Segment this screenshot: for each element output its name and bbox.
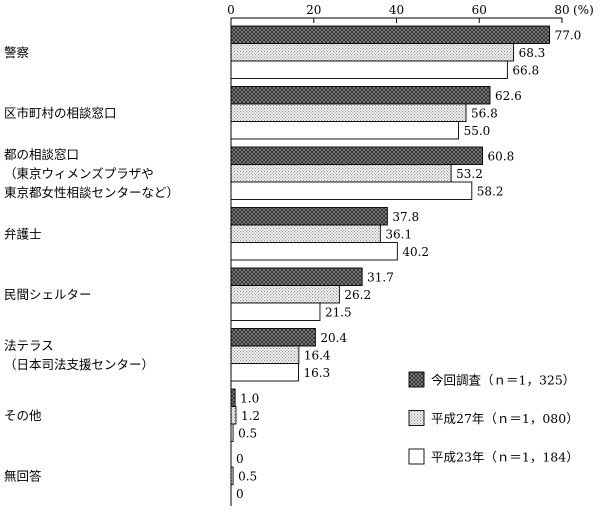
bar-value-label: 20.4 [320,331,347,345]
axis-group: 0 20 40 60 80 (%) [227,3,594,506]
bar-value-label: 16.4 [304,348,331,362]
legend-group: 今回調査（ｎ＝1，325） 平成27年（ｎ＝1，080） 平成23年（ｎ＝1，184… [408,371,579,465]
bar-value-label: 56.8 [471,106,498,120]
bar-value-label: 26.2 [344,288,371,302]
x-tick-label: 20 [306,3,321,17]
bar [230,121,460,140]
category-label: その他 [4,408,42,423]
bar-value-label: 55.0 [464,124,491,138]
bar-value-label: 53.2 [456,167,483,181]
bar-value-label: 16.3 [303,366,330,380]
bar [230,60,508,79]
bar [230,207,388,226]
legend-label: 平成27年（ｎ＝1，080） [431,411,579,426]
x-tick-label: 0 [227,3,235,17]
category-label: 弁護士 [4,226,42,241]
category-label: （日本司法支援センター） [4,357,154,372]
category-label: 東京都女性相談センターなど） [4,185,179,200]
bar [230,25,551,44]
bar-value-label: 58.2 [477,184,504,198]
x-axis-unit: (%) [573,3,594,17]
bar-value-label: 40.2 [402,245,429,259]
category-label: 民間シェルター [4,287,92,302]
bar [230,146,484,165]
bar-value-label: 1.2 [241,409,260,423]
x-tick-label: 80 [554,3,569,17]
bar [230,224,381,243]
legend-swatch [408,371,425,388]
category-label: 無回答 [4,468,42,483]
bar [230,103,467,122]
bar-value-label: 77.0 [555,28,582,42]
bar [230,345,300,364]
category-label: 法テラス [4,338,54,353]
legend-label: 平成23年（ｎ＝1，184） [431,450,579,465]
bar-value-label: 36.1 [385,227,412,241]
bar-value-label: 66.8 [512,63,539,77]
bar [230,406,237,425]
bar [230,363,299,382]
bar [230,388,236,407]
bar [230,86,491,105]
bar-value-label: 37.8 [392,210,419,224]
bar-value-label: 1.0 [240,391,259,405]
bar-value-label: 0 [236,487,244,501]
bar-value-label: 68.3 [519,46,546,60]
x-tick-label: 40 [389,3,404,17]
bar [230,43,515,62]
bar [230,164,452,183]
legend-swatch [408,410,425,426]
legend-label: 今回調査（ｎ＝1，325） [431,373,575,388]
bar [230,302,321,321]
bar-value-label: 0 [236,452,244,466]
bar-value-label: 60.8 [488,149,515,163]
legend-swatch [408,448,425,465]
bars-group: 77.0 68.3 66.8 62.6 56.8 55.0 60.8 53.2 58.2 37.8… [230,25,582,501]
bar-value-label: 0.5 [238,469,257,483]
category-label: （東京ウィメンズプラザや [4,166,154,181]
category-label: 区市町村の相談窓口 [4,105,117,120]
bar-value-label: 31.7 [367,270,394,284]
category-label: 都の相談窓口 [4,147,79,162]
bar [230,181,473,200]
category-label: 警察 [4,45,30,60]
bar-value-label: 21.5 [325,305,352,319]
bar [230,285,340,304]
x-tick-label: 60 [472,3,487,17]
bar-value-label: 0.5 [238,426,257,440]
bar [230,328,316,347]
bar [230,267,363,286]
bar-value-label: 62.6 [495,89,522,103]
bar [230,242,398,261]
